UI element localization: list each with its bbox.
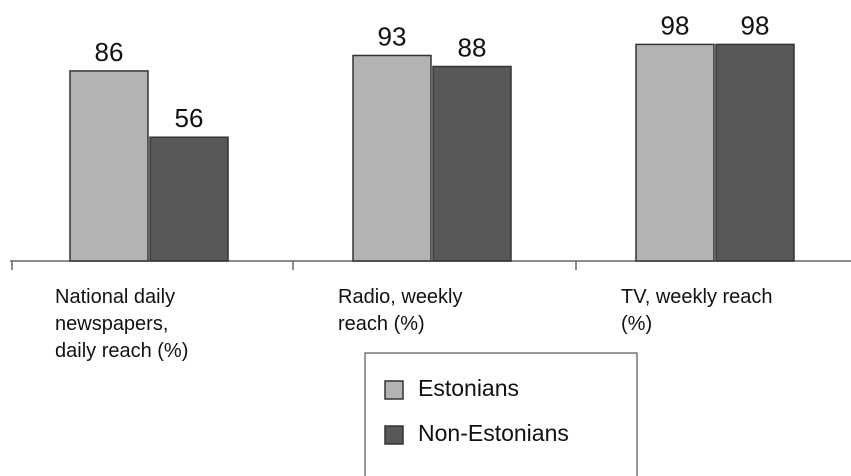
x-tick-label: Radio, weekly reach (%) (338, 286, 463, 335)
value-label: 88 (458, 33, 487, 63)
x-tick-label: TV, weekly reach (%) (621, 286, 773, 335)
bar (149, 136, 229, 262)
value-label: 86 (95, 37, 124, 67)
legend-box (364, 352, 638, 476)
legend-swatch (384, 380, 404, 400)
bar (432, 65, 512, 262)
value-label: 56 (175, 103, 204, 133)
bar (715, 43, 795, 262)
value-label: 93 (378, 21, 407, 51)
legend-swatch (384, 425, 404, 445)
value-label: 98 (661, 10, 690, 40)
value-label: 98 (741, 10, 770, 40)
legend-label: Estonians (418, 375, 519, 401)
bar (352, 54, 432, 262)
bar (69, 70, 149, 262)
legend-label: Non-Estonians (418, 420, 569, 446)
x-tick-label: National daily newspapers, daily reach (… (55, 286, 189, 362)
bar (635, 43, 715, 262)
